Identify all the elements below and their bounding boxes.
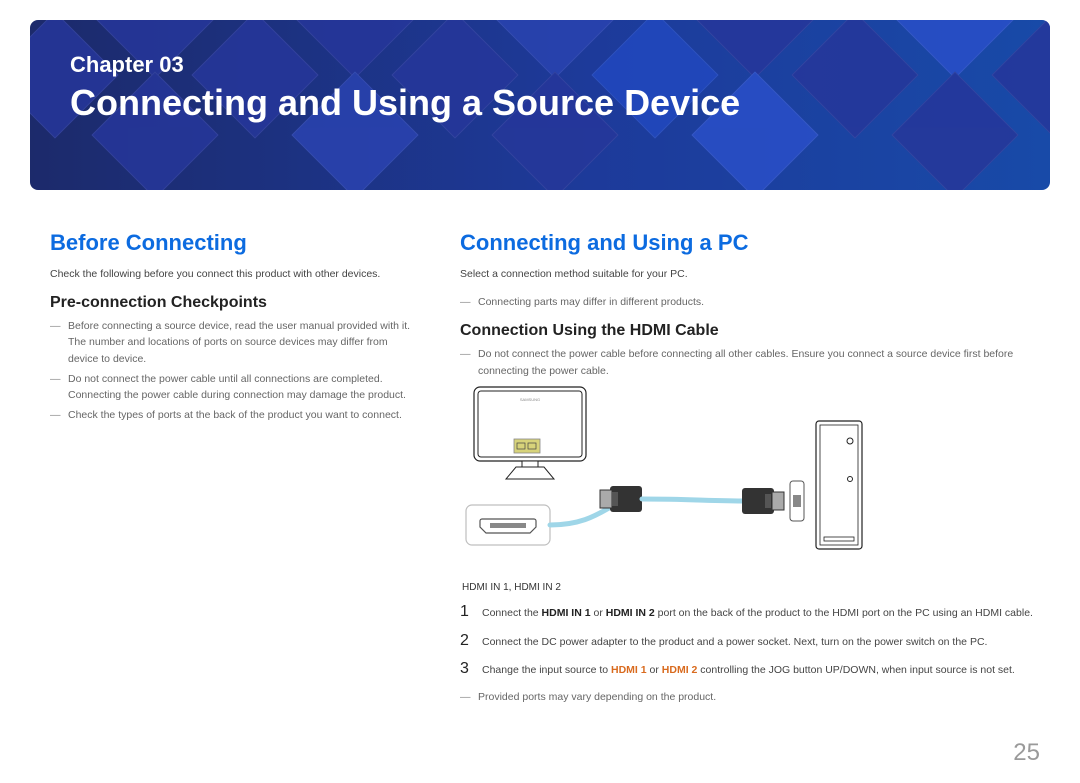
note-text: Connecting parts may differ in different… [478, 294, 1040, 310]
monitor-icon: SAMSUNG [474, 387, 586, 479]
right-column: Connecting and Using a PC Select a conne… [460, 230, 1040, 753]
checkpoint-text: Check the types of ports at the back of … [68, 407, 420, 423]
step-item: 3 Change the input source to HDMI 1 or H… [460, 660, 1040, 679]
hdmi-plug-left [600, 486, 642, 512]
checkpoint-text: Before connecting a source device, read … [68, 318, 420, 367]
step-item: 1 Connect the HDMI IN 1 or HDMI IN 2 por… [460, 603, 1040, 622]
subheading-pre-connection-checkpoints: Pre-connection Checkpoints [50, 294, 420, 312]
hdmi-connection-diagram: SAMSUNG [460, 379, 870, 569]
chapter-hero: Chapter 03 Connecting and Using a Source… [30, 20, 1050, 190]
hdmi-warning-text: Do not connect the power cable before co… [478, 346, 1040, 379]
note-item: ―Connecting parts may differ in differen… [460, 294, 1040, 310]
checkpoint-text: Do not connect the power cable until all… [68, 371, 420, 404]
hdmi-warning-item: ―Do not connect the power cable before c… [460, 346, 1040, 379]
connecting-pc-lead: Select a connection method suitable for … [460, 268, 1040, 280]
section-heading-before-connecting: Before Connecting [50, 230, 420, 256]
section-heading-connecting-pc: Connecting and Using a PC [460, 230, 1040, 256]
step-number: 2 [460, 632, 482, 651]
checkpoint-item: ―Do not connect the power cable until al… [50, 371, 420, 404]
checkpoint-item: ―Check the types of ports at the back of… [50, 407, 420, 423]
step-number: 3 [460, 660, 482, 679]
hdmi-port-callout [466, 505, 550, 545]
pc-tower-icon [816, 421, 862, 549]
svg-text:SAMSUNG: SAMSUNG [520, 397, 540, 402]
checkpoint-item: ―Before connecting a source device, read… [50, 318, 420, 367]
step-text: Change the input source to HDMI 1 or HDM… [482, 660, 1040, 679]
left-column: Before Connecting Check the following be… [50, 230, 420, 753]
chapter-title: Connecting and Using a Source Device [70, 82, 1050, 124]
hdmi-plug-right [742, 488, 784, 514]
note-item: ―Provided ports may vary depending on th… [460, 689, 1040, 705]
hdmi-cable [642, 499, 748, 501]
step-text: Connect the HDMI IN 1 or HDMI IN 2 port … [482, 603, 1040, 622]
before-connecting-lead: Check the following before you connect t… [50, 268, 420, 280]
step-text: Connect the DC power adapter to the prod… [482, 632, 1040, 651]
subheading-hdmi-cable: Connection Using the HDMI Cable [460, 322, 1040, 340]
chapter-number: Chapter 03 [70, 52, 1050, 78]
note-text: Provided ports may vary depending on the… [478, 689, 1040, 705]
step-item: 2 Connect the DC power adapter to the pr… [460, 632, 1040, 651]
hdmi-port-label: HDMI IN 1, HDMI IN 2 [462, 582, 1040, 593]
step-number: 1 [460, 603, 482, 622]
pc-hdmi-socket [790, 481, 804, 521]
